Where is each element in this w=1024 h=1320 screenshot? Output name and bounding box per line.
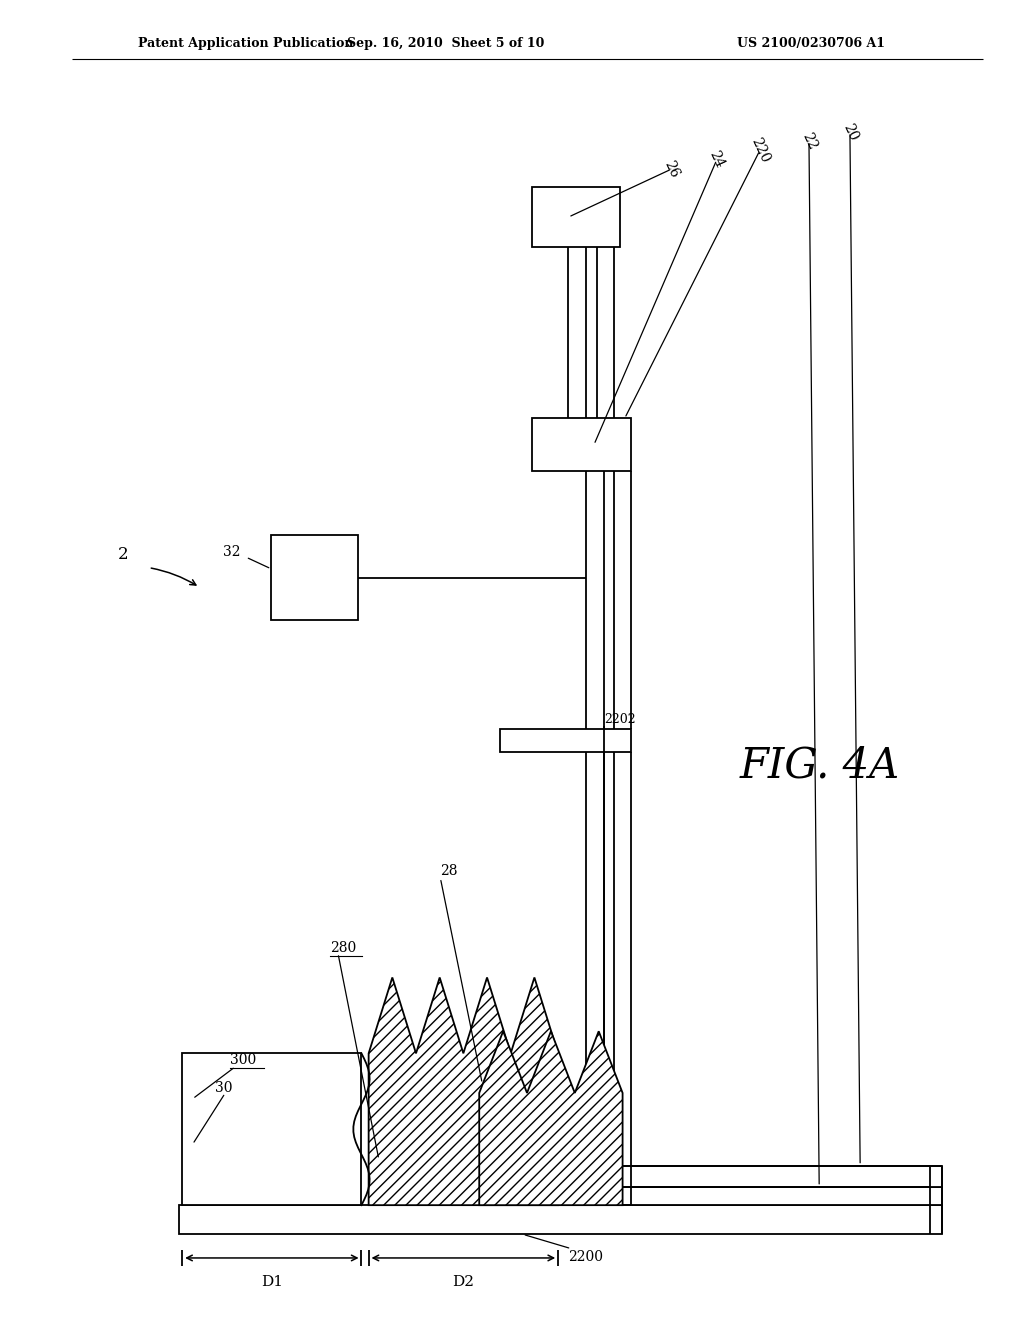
Bar <box>179 1205 942 1234</box>
Text: 220: 220 <box>748 136 772 165</box>
Text: 22: 22 <box>799 131 819 152</box>
Text: 280: 280 <box>330 941 356 954</box>
Text: 24: 24 <box>707 149 727 170</box>
Bar <box>579 1187 942 1205</box>
Text: 2: 2 <box>118 546 128 562</box>
Text: Sep. 16, 2010  Sheet 5 of 10: Sep. 16, 2010 Sheet 5 of 10 <box>347 37 544 50</box>
Bar <box>532 418 631 471</box>
Text: 2200: 2200 <box>568 1250 603 1263</box>
Bar <box>614 752 631 1205</box>
Bar <box>271 535 358 620</box>
Text: 30: 30 <box>215 1081 232 1094</box>
Text: 26: 26 <box>662 158 682 180</box>
Text: D2: D2 <box>453 1275 474 1288</box>
Text: 32: 32 <box>223 545 241 558</box>
Polygon shape <box>479 1031 623 1205</box>
Bar <box>532 187 620 247</box>
Text: FIG. 4A: FIG. 4A <box>739 744 899 787</box>
Text: Patent Application Publication: Patent Application Publication <box>138 37 353 50</box>
Polygon shape <box>369 977 558 1205</box>
Text: 300: 300 <box>230 1053 257 1067</box>
Text: 28: 28 <box>440 865 458 878</box>
Text: 2202: 2202 <box>604 713 636 726</box>
Bar <box>500 729 631 752</box>
Text: 20: 20 <box>840 121 860 143</box>
Text: US 2100/0230706 A1: US 2100/0230706 A1 <box>737 37 886 50</box>
Bar <box>182 1053 361 1205</box>
Bar <box>586 752 604 1205</box>
Bar <box>579 1166 942 1187</box>
Text: D1: D1 <box>261 1275 283 1288</box>
